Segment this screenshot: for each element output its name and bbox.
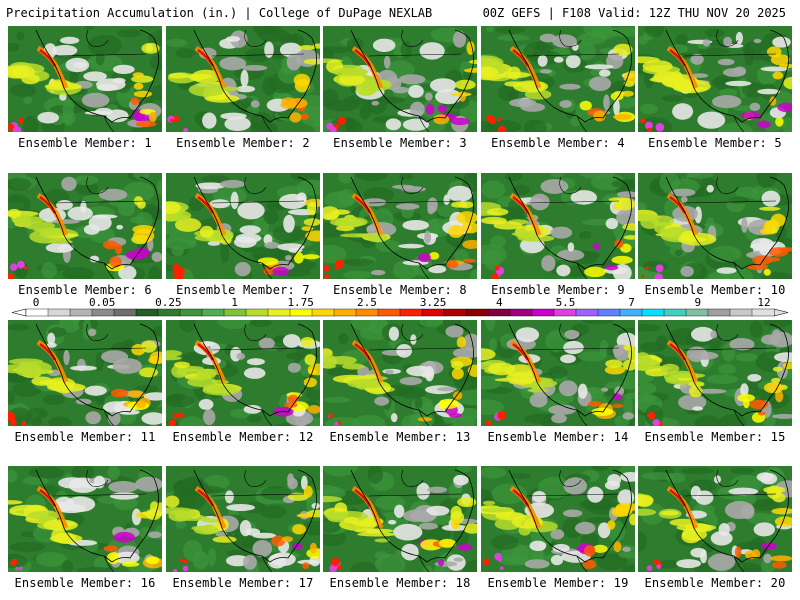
ensemble-member-8-map (323, 173, 477, 279)
scale-tick-label: 3.25 (420, 296, 447, 309)
ensemble-member-4-label: Ensemble Member: 4 (491, 136, 625, 150)
ensemble-member-7-map (166, 173, 320, 279)
scale-swatch (91, 308, 115, 317)
ensemble-member-5-map (638, 26, 792, 132)
scale-swatch (421, 308, 445, 317)
scale-swatch (729, 308, 753, 317)
scale-tick-label: 1.75 (287, 296, 314, 309)
scale-tick-label: 0 (33, 296, 40, 309)
ensemble-member-15-map (638, 320, 792, 426)
scale-left-arrow (11, 308, 27, 317)
ensemble-member-10-map (638, 173, 792, 279)
scale-tick-label: 4 (496, 296, 503, 309)
ensemble-member-12-label: Ensemble Member: 12 (172, 430, 314, 444)
ensemble-member-1-map (8, 26, 162, 132)
scale-right-arrow (773, 308, 789, 317)
ensemble-member-18-label: Ensemble Member: 18 (329, 576, 471, 590)
ensemble-member-19-map (481, 466, 635, 572)
ensemble-member-6-map (8, 173, 162, 279)
scale-swatch (69, 308, 93, 317)
scale-swatch (311, 308, 335, 317)
ensemble-member-17-map (166, 466, 320, 572)
ensemble-member-20-label: Ensemble Member: 20 (644, 576, 786, 590)
ensemble-member-4-map (481, 26, 635, 132)
scale-swatch (135, 308, 159, 317)
scale-tick-label: 12 (757, 296, 770, 309)
scale-swatch (619, 308, 643, 317)
scale-swatch (377, 308, 401, 317)
ensemble-member-5-label: Ensemble Member: 5 (648, 136, 782, 150)
scale-swatch (245, 308, 269, 317)
scale-swatch (685, 308, 709, 317)
scale-swatch (553, 308, 577, 317)
scale-tick-label: 9 (694, 296, 701, 309)
ensemble-member-13-label: Ensemble Member: 13 (329, 430, 471, 444)
ensemble-member-1-label: Ensemble Member: 1 (18, 136, 152, 150)
scale-tick-label: 5.5 (556, 296, 576, 309)
ensemble-member-15-label: Ensemble Member: 15 (644, 430, 786, 444)
scale-swatch (201, 308, 225, 317)
ensemble-member-10-label: Ensemble Member: 10 (644, 283, 786, 297)
ensemble-member-13-map (323, 320, 477, 426)
scale-swatch (443, 308, 467, 317)
scale-tick-label: 2.5 (357, 296, 377, 309)
ensemble-member-18-map (323, 466, 477, 572)
scale-swatch (531, 308, 555, 317)
ensemble-member-7-label: Ensemble Member: 7 (176, 283, 310, 297)
scale-swatch (707, 308, 731, 317)
ensemble-member-3-map (323, 26, 477, 132)
ensemble-member-9-label: Ensemble Member: 9 (491, 283, 625, 297)
scale-swatch (47, 308, 71, 317)
ensemble-member-19-label: Ensemble Member: 19 (487, 576, 629, 590)
scale-swatch (597, 308, 621, 317)
scale-swatch (113, 308, 137, 317)
scale-tick-label: 7 (628, 296, 635, 309)
ensemble-member-11-label: Ensemble Member: 11 (14, 430, 156, 444)
scale-tick-label: 0.05 (89, 296, 116, 309)
ensemble-member-12-map (166, 320, 320, 426)
ensemble-member-17-label: Ensemble Member: 17 (172, 576, 314, 590)
scale-swatch (487, 308, 511, 317)
scale-swatch (25, 308, 49, 317)
scale-swatch (641, 308, 665, 317)
scale-swatch (509, 308, 533, 317)
ensemble-member-16-label: Ensemble Member: 16 (14, 576, 156, 590)
ensemble-member-14-map (481, 320, 635, 426)
ensemble-member-6-label: Ensemble Member: 6 (18, 283, 152, 297)
scale-swatch (267, 308, 291, 317)
scale-swatch (575, 308, 599, 317)
scale-swatch (179, 308, 203, 317)
ensemble-member-2-label: Ensemble Member: 2 (176, 136, 310, 150)
ensemble-member-9-map (481, 173, 635, 279)
scale-swatch (157, 308, 181, 317)
scale-tick-label: 0.25 (155, 296, 182, 309)
scale-swatch (751, 308, 775, 317)
map-title: Precipitation Accumulation (in.) | Colle… (6, 6, 433, 20)
ensemble-member-2-map (166, 26, 320, 132)
ensemble-member-20-map (638, 466, 792, 572)
ensemble-member-16-map (8, 466, 162, 572)
ensemble-member-8-label: Ensemble Member: 8 (333, 283, 467, 297)
scale-swatch (399, 308, 423, 317)
scale-swatch (333, 308, 357, 317)
ensemble-member-11-map (8, 320, 162, 426)
scale-tick-label: 1 (231, 296, 238, 309)
scale-swatch (663, 308, 687, 317)
run-info: 00Z GEFS | F108 Valid: 12Z THU NOV 20 20… (482, 6, 786, 20)
scale-swatch (355, 308, 379, 317)
color-scale: 0 0.05 0.25 1 1.75 2.5 3.25 4 5.5 7 9 12 (10, 296, 790, 322)
ensemble-member-3-label: Ensemble Member: 3 (333, 136, 467, 150)
scale-swatch (289, 308, 313, 317)
ensemble-member-14-label: Ensemble Member: 14 (487, 430, 629, 444)
scale-swatch (465, 308, 489, 317)
scale-swatch (223, 308, 247, 317)
